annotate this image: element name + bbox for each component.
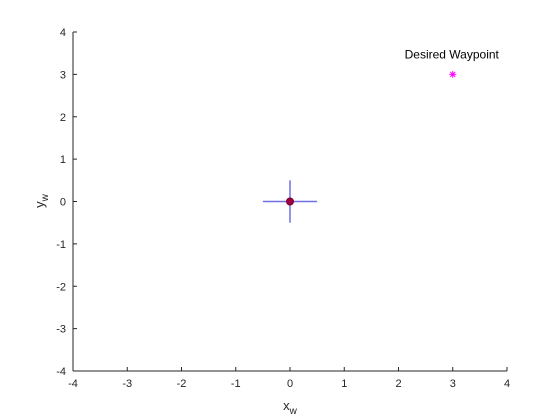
x-tick-label: 2 bbox=[395, 378, 401, 390]
y-axis-label: yw bbox=[32, 193, 51, 208]
y-tick-label: 2 bbox=[60, 112, 66, 124]
y-tick-label: 4 bbox=[60, 27, 66, 39]
y-tick-label: -3 bbox=[56, 324, 66, 336]
x-axis-label: xw bbox=[283, 398, 298, 417]
x-tick-label: 3 bbox=[450, 378, 456, 390]
vehicle-marker bbox=[263, 180, 317, 222]
x-tick-label: 0 bbox=[287, 378, 293, 390]
x-tick-label: -3 bbox=[122, 378, 132, 390]
y-tick-label: -4 bbox=[56, 366, 66, 378]
y-axis-label-sub: w bbox=[40, 193, 51, 202]
x-tick-labels: -4 -3 -2 -1 0 1 2 3 4 bbox=[68, 378, 510, 390]
x-tick-label: -2 bbox=[177, 378, 187, 390]
y-tick-labels: 4 3 2 1 0 -1 -2 -3 -4 bbox=[56, 27, 66, 378]
y-tick-label: 0 bbox=[60, 197, 66, 209]
y-tick-label: 1 bbox=[60, 154, 66, 166]
x-tick-label: -1 bbox=[231, 378, 241, 390]
x-tick-label: 1 bbox=[341, 378, 347, 390]
y-tick-label: -1 bbox=[56, 239, 66, 251]
waypoint-star-icon bbox=[449, 71, 456, 78]
waypoint-label: Desired Waypoint bbox=[405, 47, 500, 61]
y-tick-label: 3 bbox=[60, 69, 66, 81]
y-tick-label: -2 bbox=[56, 281, 66, 293]
x-tick-label: -4 bbox=[68, 378, 78, 390]
vehicle-center-dot bbox=[287, 198, 294, 205]
x-tick-label: 4 bbox=[504, 378, 510, 390]
desired-waypoint: Desired Waypoint bbox=[405, 47, 500, 78]
x-axis-label-sub: w bbox=[289, 406, 298, 417]
